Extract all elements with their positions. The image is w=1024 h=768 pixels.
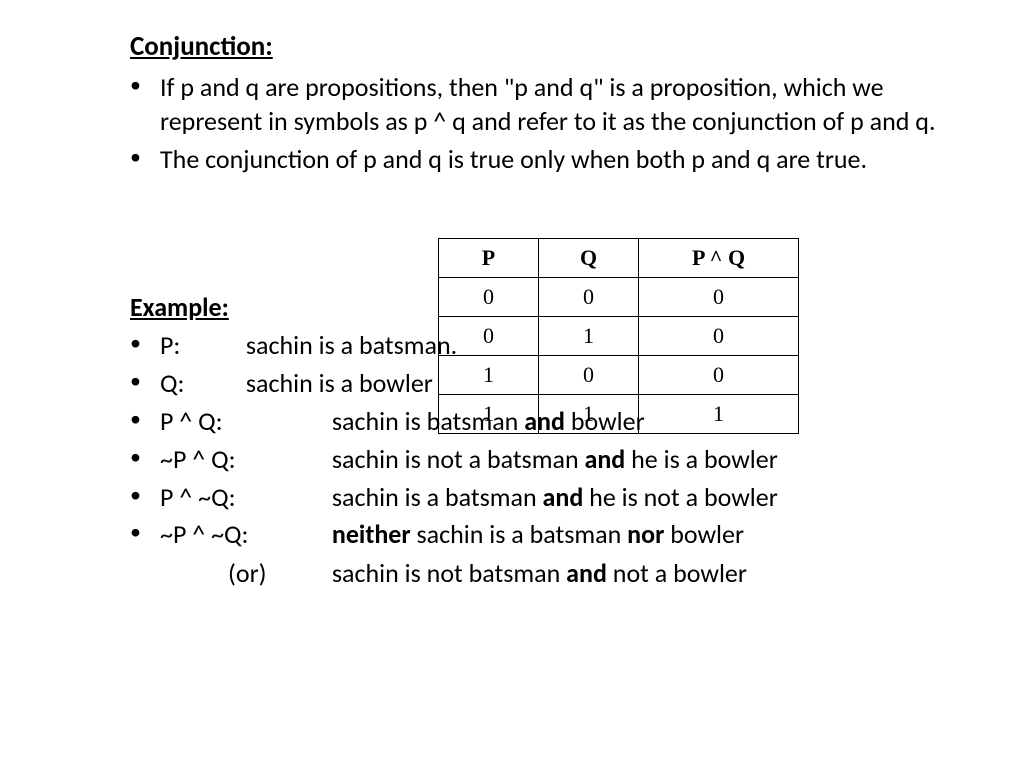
list-item: P: sachin is a batsman. <box>130 329 984 363</box>
example-text: sachin is not a batsman and he is a bowl… <box>332 443 778 475</box>
table-header-row: P Q P ^ Q <box>439 239 799 278</box>
example-text: sachin is a batsman and he is not a bowl… <box>332 481 778 513</box>
table-cell: 0 <box>639 278 799 317</box>
example-label: P ^ Q: <box>160 405 326 439</box>
example-label: Q: <box>160 367 240 401</box>
table-header-cell: P <box>439 239 539 278</box>
table-row: 0 0 0 <box>439 278 799 317</box>
example-label: ~P ^ ~Q: <box>160 518 326 552</box>
table-cell: 0 <box>439 278 539 317</box>
example-label: ~P ^ Q: <box>160 443 326 477</box>
table-header-cell: P ^ Q <box>639 239 799 278</box>
example-text: sachin is a bowler <box>246 367 433 399</box>
example-label: P: <box>160 329 240 363</box>
example-text: sachin is batsman and bowler <box>332 405 645 437</box>
list-item: ~P ^ Q: sachin is not a batsman and he i… <box>130 443 984 477</box>
list-item: Q: sachin is a bowler <box>130 367 984 401</box>
example-list: P: sachin is a batsman. Q: sachin is a b… <box>130 329 984 552</box>
table-cell: 0 <box>539 278 639 317</box>
table-header-cell: Q <box>539 239 639 278</box>
list-item: If p and q are propositions, then "p and… <box>130 71 984 139</box>
definition-list: If p and q are propositions, then "p and… <box>130 71 984 176</box>
list-item: P ^ ~Q: sachin is a batsman and he is no… <box>130 481 984 515</box>
list-item: ~P ^ ~Q: neither sachin is a batsman nor… <box>130 518 984 552</box>
section-heading-conjunction: Conjunction: <box>130 30 984 63</box>
or-text: sachin is not batsman and not a bowler <box>332 557 747 589</box>
or-paren: (or) <box>228 556 326 591</box>
list-item: The conjunction of p and q is true only … <box>130 143 984 177</box>
list-item: P ^ Q: sachin is batsman and bowler <box>130 405 984 439</box>
or-alternative-line: (or) sachin is not batsman and not a bow… <box>160 556 984 591</box>
example-text: sachin is a batsman. <box>246 329 457 361</box>
example-label: P ^ ~Q: <box>160 481 326 515</box>
example-text: neither sachin is a batsman nor bowler <box>332 518 744 550</box>
